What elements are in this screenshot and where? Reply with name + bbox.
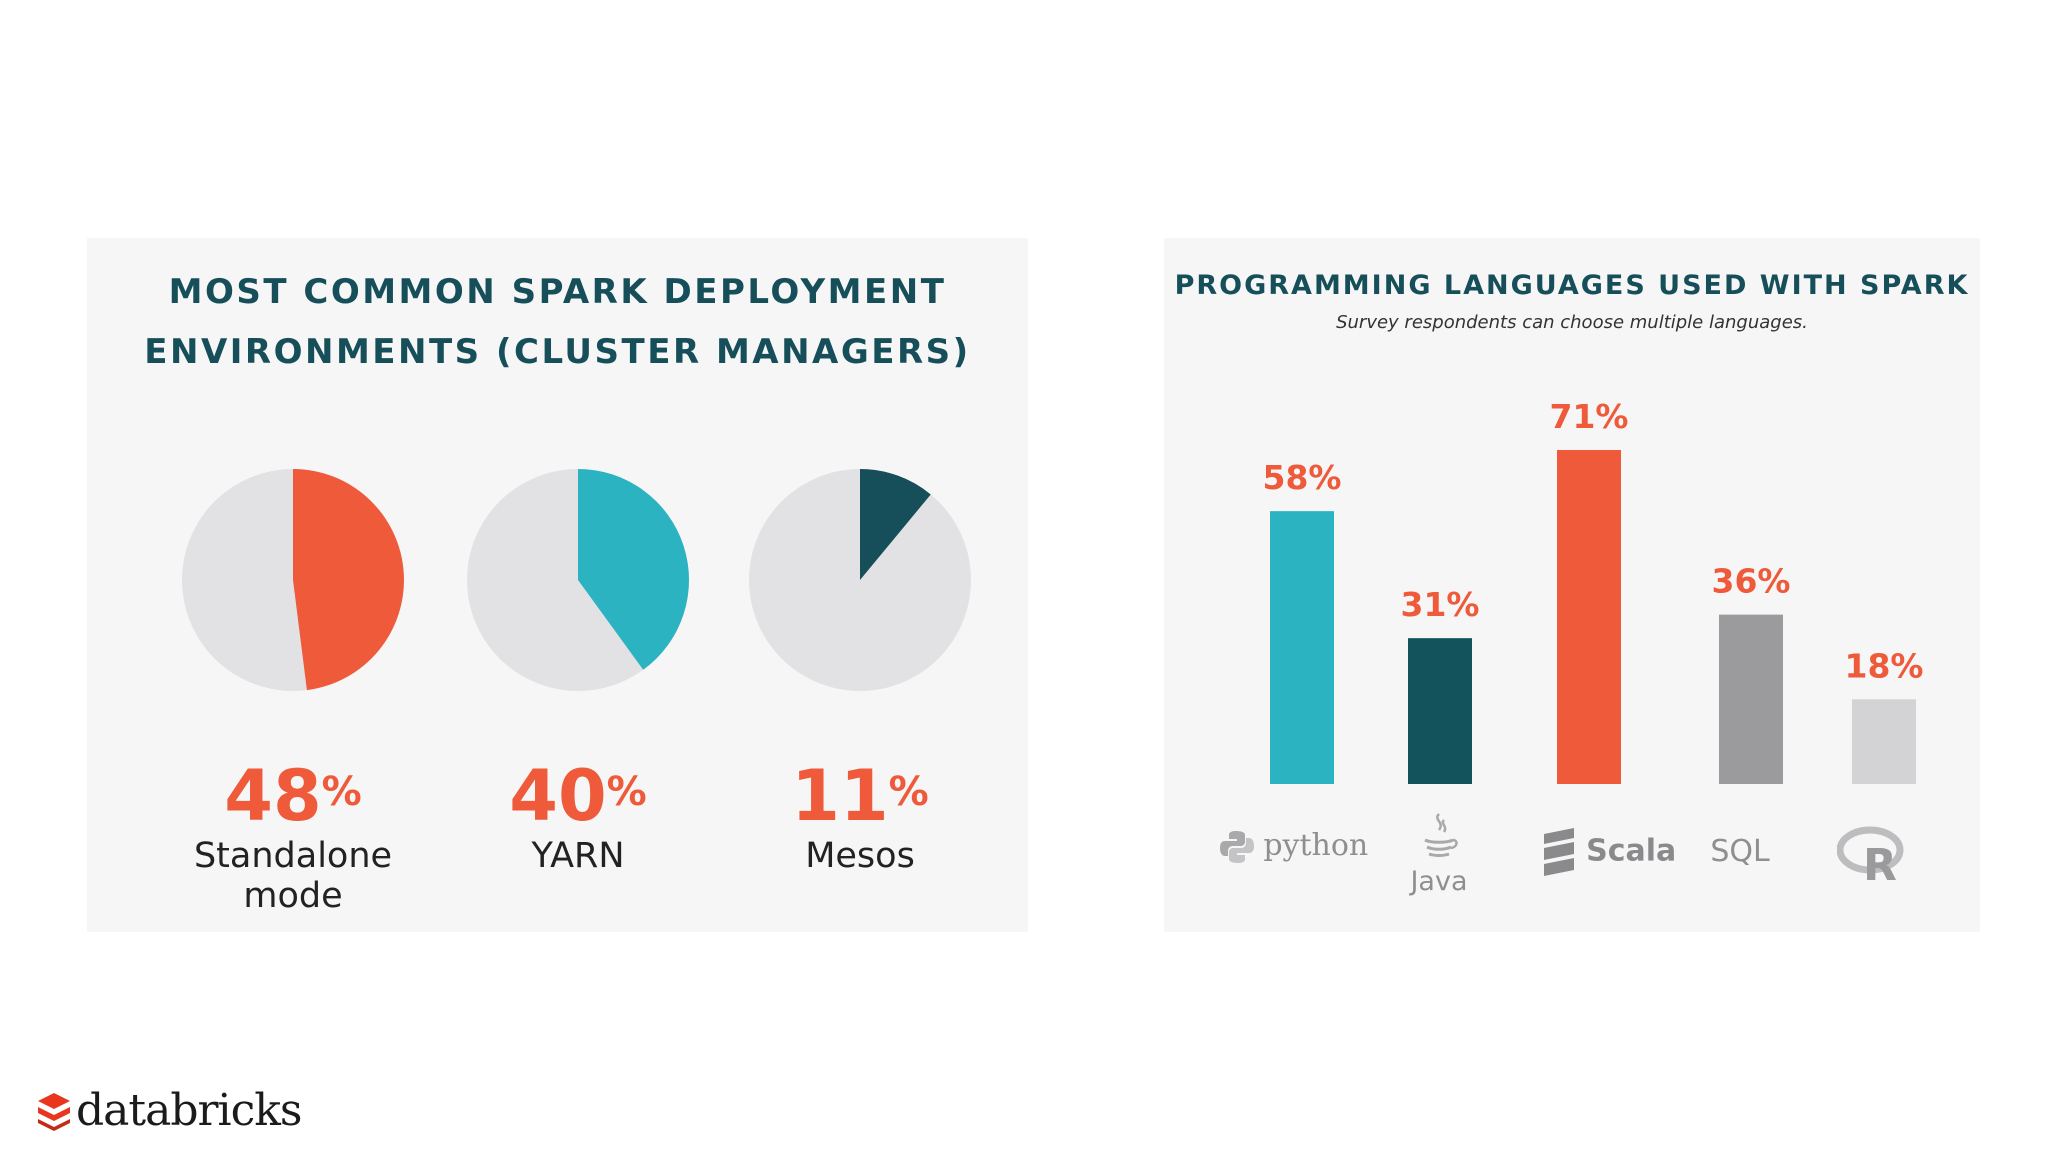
bar-r (1852, 699, 1916, 784)
r-logo-letter: R (1863, 840, 1897, 882)
bar-value-label-scala: 71% (1550, 397, 1629, 436)
pie-standalone: 48% Standalone mode (152, 468, 434, 916)
scala-logo-icon (1543, 828, 1574, 876)
pie-value-yarn: 40% (509, 755, 647, 837)
bar-python (1270, 511, 1334, 784)
pie-slice-yarn (578, 469, 689, 670)
bar-value-label-r: 18% (1845, 646, 1924, 685)
pie-chart-mesos (749, 469, 971, 691)
category-label-r: R (1798, 826, 1948, 891)
bar-value-label-java: 31% (1401, 585, 1480, 624)
pie-mesos: 11% Mesos (719, 468, 1001, 876)
languages-bar-chart: 58% 31% 71% 36% 18% (1263, 397, 1924, 784)
category-label-scala: Scala (1519, 826, 1699, 878)
category-label-python: python (1219, 828, 1369, 865)
databricks-logo: databricks (36, 1085, 302, 1136)
r-logo-icon: R (1836, 826, 1904, 891)
bar-value-label-sql: 36% (1712, 562, 1791, 601)
pie-slice-mesos (860, 469, 931, 580)
java-cup-icon (1424, 813, 1458, 857)
bar-sql (1719, 614, 1783, 784)
category-text-java: Java (1410, 866, 1468, 897)
bar-scala (1557, 450, 1621, 784)
pie-chart-yarn (467, 469, 689, 691)
category-text-scala: Scala (1586, 833, 1677, 869)
pie-label-standalone: Standalone mode (193, 836, 393, 916)
bar-value-label-python: 58% (1263, 458, 1342, 497)
deployment-title: MOST COMMON SPARK DEPLOYMENT ENVIRONMENT… (87, 262, 1028, 382)
python-logo-icon (1219, 830, 1254, 863)
category-label-sql: SQL (1710, 834, 1770, 869)
languages-title: PROGRAMMING LANGUAGES USED WITH SPARK (1174, 270, 1970, 301)
category-text-python: python (1263, 828, 1369, 863)
pie-label-yarn: YARN (531, 836, 625, 876)
languages-panel: PROGRAMMING LANGUAGES USED WITH SPARK Su… (1164, 238, 1980, 932)
pie-value-mesos: 11% (791, 755, 929, 837)
category-label-java: Java (1364, 810, 1514, 897)
bar-java (1408, 638, 1472, 784)
databricks-mark-icon (38, 1092, 70, 1131)
pie-yarn: 40% YARN (437, 468, 719, 876)
pie-chart-standalone (182, 469, 404, 691)
pie-slice-standalone (293, 469, 404, 691)
pie-value-standalone: 48% (224, 755, 362, 837)
pie-label-mesos: Mesos (805, 836, 915, 876)
deployment-title-line2: ENVIRONMENTS (CLUSTER MANAGERS) (144, 332, 971, 372)
deployment-title-line1: MOST COMMON SPARK DEPLOYMENT (168, 272, 947, 312)
languages-subtitle: Survey respondents can choose multiple l… (1336, 312, 1808, 333)
databricks-wordmark: databricks (76, 1085, 302, 1136)
deployment-panel: MOST COMMON SPARK DEPLOYMENT ENVIRONMENT… (87, 238, 1028, 932)
